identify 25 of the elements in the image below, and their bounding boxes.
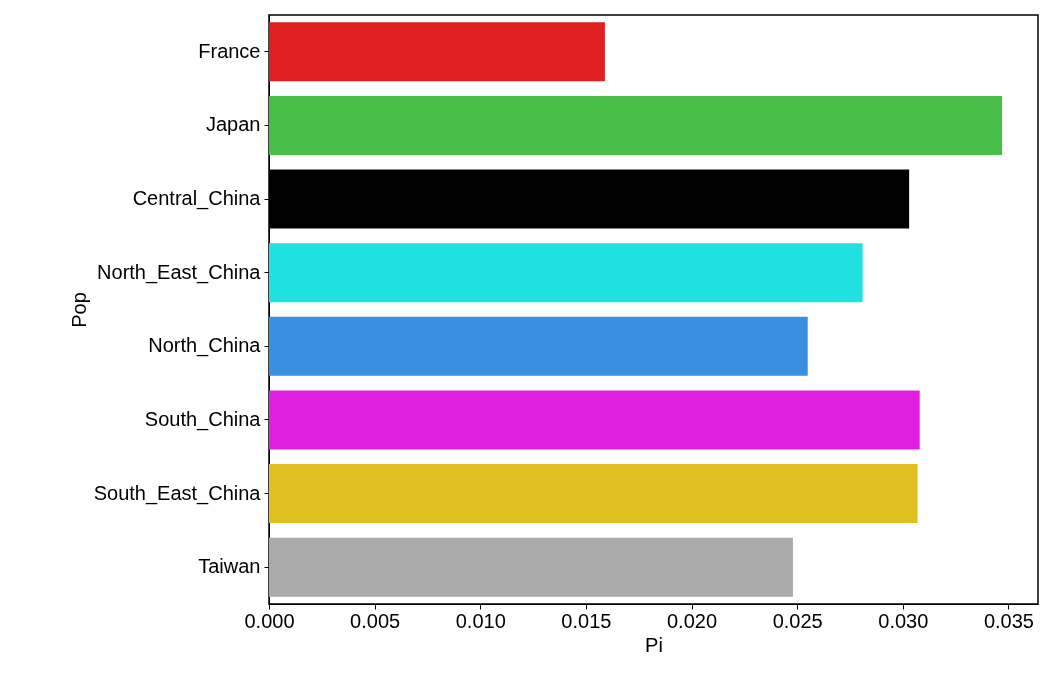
x-tick-label: 0.005: [350, 609, 401, 632]
y-axis-title: Pop: [67, 292, 90, 328]
y-tick-label: South_East_China: [93, 481, 262, 505]
bar: [269, 390, 920, 450]
bar: [269, 22, 605, 82]
bar: [269, 243, 863, 303]
y-tick-label: North_China: [148, 334, 262, 358]
y-tick-label: South_China: [144, 407, 262, 431]
y-tick-label: France: [198, 39, 261, 62]
x-tick-label: 0.030: [878, 609, 929, 632]
x-tick-label: 0.015: [561, 609, 612, 632]
x-tick-label: 0.025: [772, 609, 823, 632]
x-tick-label: 0.020: [667, 609, 718, 632]
bar: [269, 95, 1003, 155]
bar: [269, 464, 918, 524]
x-tick-label: 0.035: [983, 609, 1034, 632]
x-tick-label: 0.000: [244, 609, 295, 632]
bar: [269, 316, 808, 376]
bar: [269, 537, 793, 597]
y-tick-label: Taiwan: [198, 555, 261, 578]
x-tick-label: 0.010: [455, 609, 506, 632]
y-tick-label: Central_China: [132, 187, 262, 211]
x-axis-title: Pi: [645, 633, 663, 656]
y-tick-label: Japan: [206, 113, 261, 136]
y-tick-label: North_East_China: [97, 260, 262, 284]
